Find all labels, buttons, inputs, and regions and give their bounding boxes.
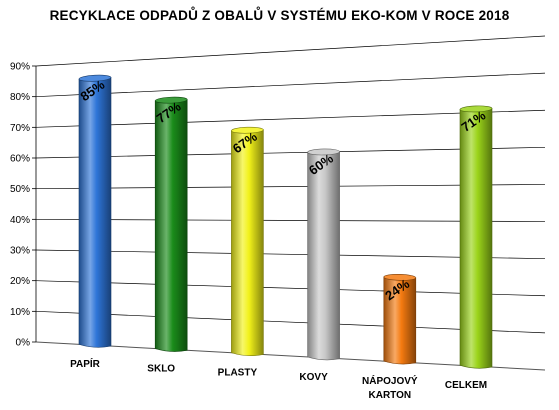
bar	[459, 108, 493, 369]
bar-top	[78, 74, 112, 82]
y-tick-label: 30%	[10, 246, 30, 257]
category-label: NÁPOJOVÝ	[362, 374, 418, 387]
category-label: KARTON	[369, 390, 412, 401]
bar	[383, 276, 417, 365]
bar	[78, 77, 112, 348]
gridline	[35, 72, 546, 98]
bar-top	[307, 148, 340, 156]
category-label: SKLO	[147, 363, 175, 374]
bar	[154, 99, 188, 352]
category-label: KOVY	[299, 372, 328, 383]
bar	[307, 151, 340, 361]
bar-top	[459, 105, 493, 113]
y-tick-label: 10%	[10, 307, 30, 318]
y-tick-label: 90%	[10, 62, 30, 73]
y-tick-label: 80%	[10, 92, 30, 103]
y-tick-label: 70%	[10, 123, 30, 134]
y-tick-label: 50%	[10, 184, 30, 195]
category-label: PLASTY	[218, 368, 258, 379]
y-tick-label: 60%	[10, 154, 30, 165]
bar-top	[154, 96, 188, 104]
y-tick-label: 40%	[10, 215, 30, 226]
bar-top	[231, 126, 264, 134]
y-tick-label: 20%	[10, 276, 30, 287]
category-label: CELKEM	[445, 380, 487, 391]
y-tick-label: 0%	[16, 338, 31, 349]
gridline	[35, 35, 546, 67]
bar	[231, 129, 264, 357]
category-label: PAPÍR	[70, 357, 101, 370]
chart-title: RECYKLACE ODPADŮ Z OBALŮ V SYSTÉMU EKO-K…	[49, 8, 510, 23]
bar-top	[383, 274, 417, 281]
